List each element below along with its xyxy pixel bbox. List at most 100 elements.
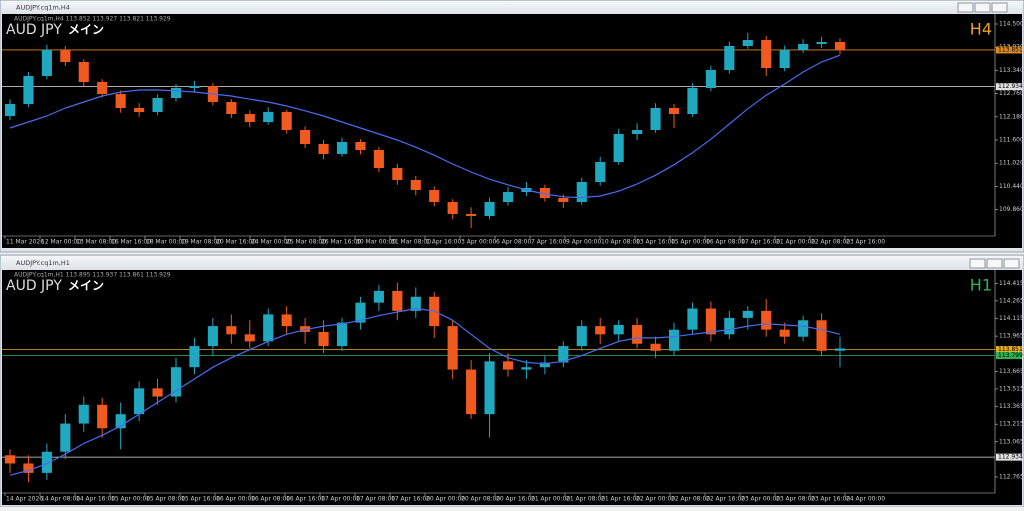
- x-tick-label: 14 Apr 08:00: [41, 496, 80, 503]
- y-tick-label: 113.365: [999, 403, 1024, 410]
- candle-body: [263, 314, 274, 342]
- x-tick-label: 22 Apr 08:00: [811, 239, 850, 246]
- y-tick-label: 112.760: [999, 90, 1024, 97]
- candle-body: [41, 451, 52, 473]
- candle-body: [576, 326, 587, 347]
- close-button[interactable]: [1003, 258, 1020, 269]
- candle-body: [244, 334, 255, 342]
- candle-body: [170, 367, 182, 397]
- x-tick-label: 17 Apr 16:00: [391, 496, 430, 503]
- y-tick-label: 113.665: [999, 368, 1024, 375]
- candle-body: [724, 46, 735, 70]
- candle-body: [373, 290, 384, 303]
- candle-body: [134, 388, 145, 415]
- candle-body: [687, 308, 698, 330]
- symbol-suffix: メイン: [68, 279, 104, 293]
- x-tick-label: 30 Mar 00:00: [356, 239, 396, 246]
- price-level-tag: [996, 46, 1022, 54]
- x-tick-label: 13 Mar 08:00: [76, 239, 116, 246]
- candle-body: [484, 361, 495, 415]
- candle-body: [134, 108, 145, 112]
- moving-average: [9, 54, 841, 199]
- candle-body: [392, 290, 403, 311]
- candle-body: [650, 343, 661, 351]
- x-tick-label: 23 Apr 16:00: [846, 239, 885, 246]
- candle-body: [558, 198, 569, 202]
- y-tick-label: 111.020: [999, 160, 1024, 167]
- candle-body: [336, 322, 348, 347]
- x-tick-label: 12 Mar 00:00: [41, 239, 81, 246]
- x-tick-label: 20 Apr 00:00: [426, 496, 465, 503]
- x-tick-label: 17 Apr 16:00: [741, 239, 780, 246]
- candle-body: [668, 329, 680, 351]
- candle-body: [613, 324, 624, 335]
- candle-body: [392, 168, 403, 180]
- x-tick-label: 25 Mar 08:00: [286, 239, 326, 246]
- chart-info: AUDJPY.cq1m,H1 113.895 113.937 113.861 1…: [14, 272, 171, 279]
- candle-body: [226, 326, 237, 335]
- candle-body: [484, 202, 495, 216]
- candle-body: [798, 320, 809, 337]
- candle-body: [189, 346, 200, 368]
- candle-body: [650, 108, 661, 130]
- x-tick-label: 20 Apr 16:00: [496, 496, 535, 503]
- candle-body: [281, 112, 292, 130]
- candle-body: [355, 302, 366, 323]
- x-tick-label: 3 Apr 00:00: [461, 239, 496, 246]
- price-level-label: 112.934: [998, 83, 1023, 90]
- title-bar: [1, 256, 1023, 269]
- candle-body: [4, 455, 16, 464]
- y-tick-label: 113.965: [999, 333, 1024, 340]
- x-tick-label: 11 Mar 2026: [6, 239, 44, 246]
- price-level-label: 113.799: [998, 352, 1023, 359]
- candle-body: [816, 42, 827, 44]
- symbol-label: AUD JPY: [6, 278, 62, 294]
- candle-body: [23, 76, 34, 104]
- price-level-tag: [996, 352, 1022, 360]
- candle-body: [466, 214, 477, 216]
- candle-body: [318, 144, 329, 154]
- x-tick-label: 18 Mar 00:00: [146, 239, 186, 246]
- candle-body: [539, 188, 550, 198]
- candle-body: [816, 320, 827, 351]
- price-level-tag: [996, 83, 1022, 91]
- candle-body: [152, 388, 163, 397]
- x-tick-label: 23 Apr 00:00: [741, 496, 780, 503]
- y-tick-label: 113.215: [999, 421, 1024, 428]
- y-tick-label: 112.180: [999, 113, 1024, 120]
- candle-body: [318, 332, 329, 347]
- candle-body: [595, 326, 606, 335]
- candle-body: [170, 88, 182, 98]
- x-tick-label: 6 Apr 08:00: [496, 239, 531, 246]
- candle-body: [834, 348, 846, 351]
- candle-body: [521, 367, 532, 370]
- candle-body: [207, 326, 218, 347]
- price-level-label: 113.851: [998, 46, 1023, 53]
- x-tick-label: 16 Apr 16:00: [286, 496, 325, 503]
- x-tick-label: 7 Apr 16:00: [531, 239, 566, 246]
- candle-body: [742, 40, 753, 46]
- candle-body: [281, 314, 292, 327]
- candle-body: [466, 369, 477, 415]
- maximize-button[interactable]: [986, 258, 1003, 269]
- maximize-button[interactable]: [974, 2, 991, 13]
- candle-body: [373, 150, 384, 168]
- price-level-tag: [996, 453, 1022, 461]
- y-tick-label: 114.265: [999, 297, 1024, 304]
- minimize-button[interactable]: [969, 258, 986, 269]
- chart-background: [2, 14, 1022, 248]
- window-title: AUDJPY.cq1m,H4: [16, 4, 70, 12]
- x-tick-label: 21 Apr 00:00: [776, 239, 815, 246]
- x-tick-label: 17 Apr 08:00: [356, 496, 395, 503]
- candle-body: [97, 82, 108, 94]
- candle-body: [761, 40, 772, 68]
- candle-body: [447, 326, 458, 370]
- symbol-label: AUD JPY: [6, 22, 62, 38]
- x-tick-label: 21 Apr 16:00: [601, 496, 640, 503]
- candle-body: [687, 88, 698, 114]
- close-button[interactable]: [991, 2, 1008, 13]
- candle-body: [705, 308, 716, 335]
- x-tick-label: 16 Apr 08:00: [251, 496, 290, 503]
- minimize-button[interactable]: [957, 2, 974, 13]
- candle-body: [115, 94, 126, 108]
